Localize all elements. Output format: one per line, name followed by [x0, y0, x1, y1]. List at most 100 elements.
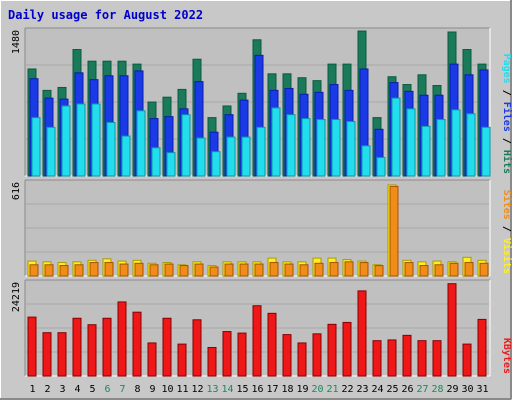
x-tick-label-12: 12 [191, 384, 203, 395]
bar-sites-day-3 [59, 265, 69, 277]
bar-pages-day-29 [451, 109, 461, 177]
bar-kbytes-day-8 [132, 311, 142, 377]
bar-pages-day-24 [376, 157, 386, 177]
legend-separator: / [501, 84, 512, 102]
bar-kbytes-day-2 [42, 332, 52, 377]
bar-pages-day-8 [136, 110, 146, 177]
x-tick-label-13: 13 [206, 384, 218, 395]
x-tick-label-3: 3 [59, 384, 65, 395]
bar-sites-day-20 [314, 262, 324, 277]
x-tick-label-5: 5 [89, 384, 95, 395]
x-tick-label-28: 28 [431, 384, 443, 395]
x-tick-label-25: 25 [386, 384, 398, 395]
legend-separator: / [501, 132, 512, 150]
bar-pages-day-2 [46, 126, 56, 177]
x-tick-label-21: 21 [326, 384, 338, 395]
bar-kbytes-day-25 [387, 339, 397, 377]
legend-hits: Hits [501, 150, 512, 174]
legend-files: Files [501, 102, 512, 132]
kbytes-legend: KBytes [501, 338, 512, 374]
bar-kbytes-day-24 [372, 340, 382, 377]
bar-sites-day-16 [254, 263, 264, 277]
x-tick-label-19: 19 [296, 384, 308, 395]
bar-pages-day-12 [196, 137, 206, 177]
series-sites [29, 185, 489, 277]
x-tick-label-6: 6 [104, 384, 110, 395]
x-tick-label-22: 22 [341, 384, 353, 395]
bar-sites-day-28 [434, 264, 444, 277]
visits-panel: 616 Sites / Visits [11, 179, 512, 277]
x-tick-label-23: 23 [356, 384, 368, 395]
bar-sites-day-14 [224, 263, 234, 277]
bar-pages-day-4 [76, 103, 86, 177]
bar-pages-day-7 [121, 135, 131, 177]
series-pages [31, 97, 491, 177]
bar-kbytes-day-22 [342, 321, 352, 377]
bar-pages-day-19 [301, 118, 311, 177]
bar-pages-day-15 [241, 136, 251, 177]
bar-sites-day-12 [194, 263, 204, 277]
hits-ymax-label: 1480 [11, 30, 22, 54]
bar-pages-day-11 [181, 114, 191, 177]
bar-kbytes-day-1 [27, 316, 37, 377]
bar-sites-day-22 [344, 261, 354, 277]
bar-kbytes-day-4 [72, 317, 82, 377]
bar-pages-day-9 [151, 147, 161, 177]
bar-sites-day-30 [464, 262, 474, 277]
bar-pages-day-14 [226, 136, 236, 177]
visits-legend: Sites / Visits [501, 190, 512, 274]
kbytes-panel: 24219 KBytes [11, 279, 512, 377]
x-tick-label-31: 31 [476, 384, 488, 395]
bar-kbytes-day-14 [222, 331, 232, 377]
bar-sites-day-26 [404, 262, 414, 277]
bar-pages-day-18 [286, 114, 296, 177]
x-axis-labels: 1 2 3 4 5 6 7 8 9 10 11 12 13 14 15 16 17 18 19 20 21 22 23 24 2… [29, 384, 488, 395]
bar-sites-day-4 [74, 264, 84, 277]
visits-ymax-label: 616 [11, 182, 22, 200]
bar-pages-day-20 [316, 119, 326, 177]
bar-pages-day-16 [256, 126, 266, 177]
bar-kbytes-day-11 [177, 343, 187, 377]
bar-sites-day-8 [134, 262, 144, 277]
bar-kbytes-day-28 [432, 340, 442, 377]
bar-sites-day-10 [164, 263, 174, 277]
bar-pages-day-27 [421, 125, 431, 177]
bar-sites-day-24 [374, 265, 384, 277]
bar-kbytes-day-17 [267, 312, 277, 377]
bar-sites-day-9 [149, 264, 159, 277]
bar-kbytes-day-31 [477, 318, 487, 377]
bar-kbytes-day-21 [327, 323, 337, 377]
x-tick-label-18: 18 [281, 384, 293, 395]
x-tick-label-16: 16 [251, 384, 263, 395]
bar-sites-day-13 [209, 266, 219, 277]
bar-kbytes-day-9 [147, 342, 157, 377]
series-kbytes [27, 283, 487, 377]
kbytes-ymax-label: 24219 [11, 282, 22, 312]
bar-kbytes-day-10 [162, 317, 172, 377]
bar-sites-day-5 [89, 262, 99, 277]
legend-visits: Visits [501, 238, 512, 274]
x-tick-label-20: 20 [311, 384, 323, 395]
bar-pages-day-6 [106, 121, 116, 177]
x-tick-label-14: 14 [221, 384, 233, 395]
bar-pages-day-10 [166, 152, 176, 177]
chart-title: Daily usage for August 2022 [8, 8, 203, 22]
bar-sites-day-23 [359, 262, 369, 277]
bar-kbytes-day-29 [447, 283, 457, 377]
bar-sites-day-31 [479, 262, 489, 277]
bar-kbytes-day-13 [207, 347, 217, 377]
bar-pages-day-26 [406, 108, 416, 177]
bar-kbytes-day-5 [87, 324, 97, 377]
bar-sites-day-19 [299, 264, 309, 277]
x-tick-label-27: 27 [416, 384, 428, 395]
bar-sites-day-15 [239, 263, 249, 277]
bar-sites-day-25 [389, 185, 399, 277]
bar-pages-day-21 [331, 119, 341, 177]
x-tick-label-17: 17 [266, 384, 278, 395]
bar-kbytes-day-27 [417, 340, 427, 377]
bar-pages-day-17 [271, 107, 281, 177]
bar-kbytes-day-23 [357, 290, 367, 377]
bar-pages-day-22 [346, 121, 356, 177]
legend-pages: Pages [501, 54, 512, 84]
